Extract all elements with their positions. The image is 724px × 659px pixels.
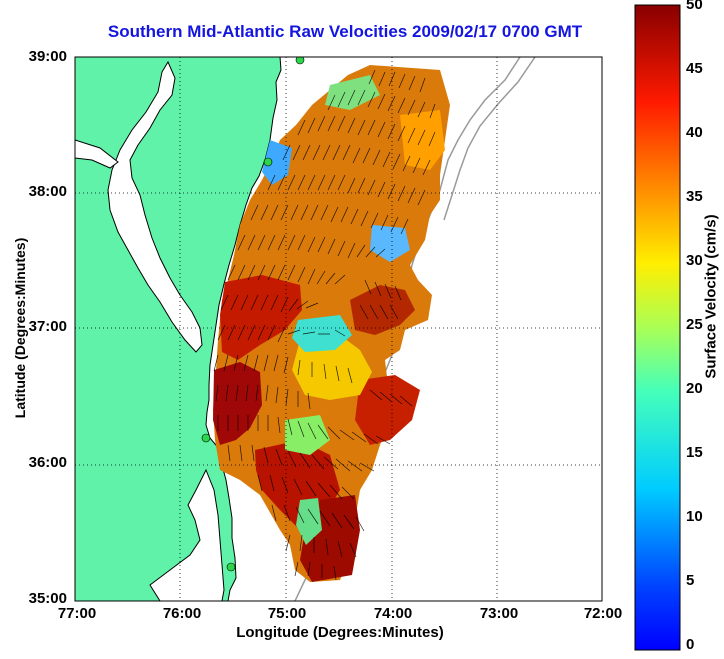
colorbar-tick-label: 45	[686, 60, 703, 77]
velocity-region-mid	[400, 110, 445, 170]
colorbar-tick-label: 50	[686, 0, 703, 13]
plot-frame	[74, 56, 603, 602]
velocity-vectors	[213, 69, 436, 581]
colorbar-tick-label: 35	[686, 188, 703, 205]
radar-site-marker	[263, 157, 273, 167]
velocity-region-low	[262, 140, 292, 185]
grid-lines	[75, 57, 602, 601]
estuary-inlet	[75, 139, 119, 169]
y-tick-label: 36:00	[28, 454, 67, 471]
map-title: Southern Mid-Atlantic Raw Velocities 200…	[107, 22, 583, 41]
colorbar-tick-label: 25	[686, 316, 703, 333]
x-tick-label: 76:00	[162, 605, 202, 622]
velocity-region-low	[292, 315, 352, 352]
y-tick-label: 35:00	[28, 590, 67, 607]
colorbar-tick-label: 15	[686, 444, 703, 461]
colorbar-tick-label: 20	[686, 380, 703, 397]
x-tick-label: 75:00	[267, 605, 307, 622]
colorbar-tick-label: 30	[686, 252, 703, 269]
y-tick-label: 38:00	[28, 183, 67, 200]
colorbar-tick-label: 5	[686, 572, 695, 589]
velocity-region-high	[220, 275, 302, 360]
colorbar-tick-label: 40	[686, 124, 703, 141]
y-tick-label: 39:00	[28, 48, 67, 65]
radar-site-marker	[201, 433, 211, 443]
velocity-region-high	[355, 375, 420, 445]
sound-water	[149, 468, 225, 601]
colorbar-tick-label: 0	[686, 636, 695, 653]
velocity-region-low	[296, 498, 322, 545]
radar-site-marker	[295, 57, 305, 65]
bathymetry-contour	[443, 57, 536, 221]
colorbar	[634, 4, 681, 651]
x-tick-label: 74:00	[373, 605, 413, 622]
x-tick-label: 77:00	[57, 605, 97, 622]
velocity-region-high	[213, 362, 262, 445]
velocity-region-low	[285, 415, 330, 455]
colorbar-tick-label: 10	[686, 508, 703, 525]
y-tick-label: 37:00	[28, 318, 67, 335]
velocity-region-low	[325, 75, 380, 110]
x-tick-label: 73:00	[479, 605, 519, 622]
x-tick-label: 72:00	[583, 605, 623, 622]
x-axis-label: Longitude (Degrees:Minutes)	[236, 624, 444, 641]
velocity-field	[213, 65, 450, 582]
velocity-region-low	[370, 225, 410, 262]
radar-site-marker	[226, 562, 236, 572]
